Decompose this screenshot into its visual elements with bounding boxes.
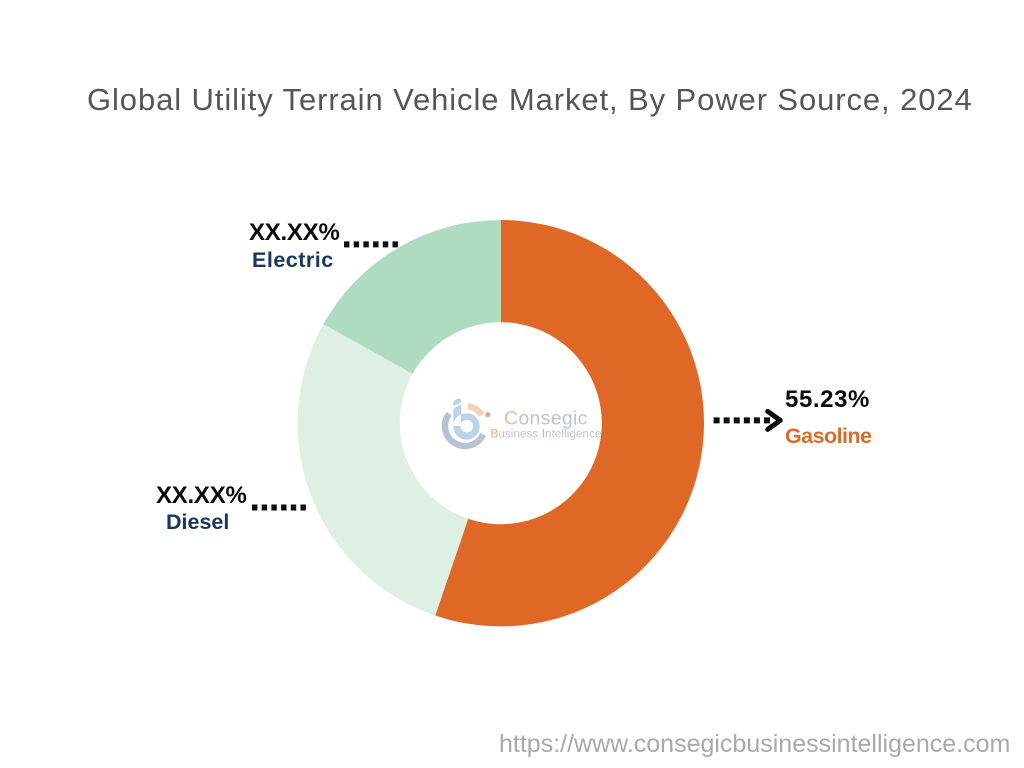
svg-text:Business Intelligence: Business Intelligence bbox=[491, 428, 602, 441]
svg-text:Consegic: Consegic bbox=[504, 408, 588, 430]
